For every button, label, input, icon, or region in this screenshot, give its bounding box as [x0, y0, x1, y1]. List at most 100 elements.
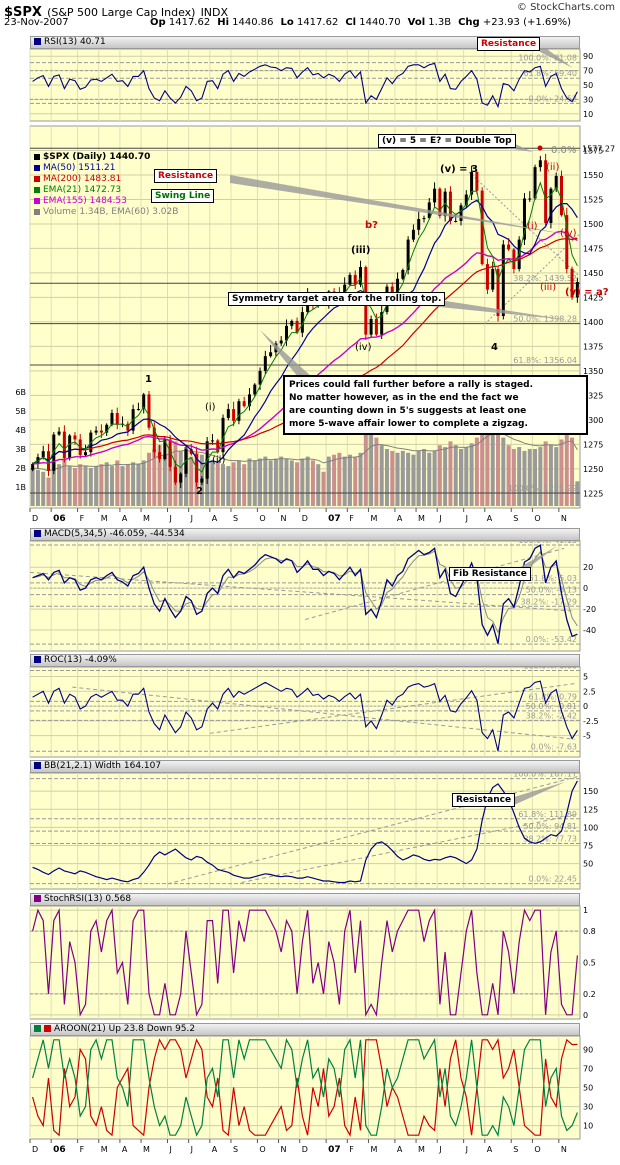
wave-label-va?: (v) = a? — [565, 287, 609, 298]
svg-text:38.2%: -2.42: 38.2%: -2.42 — [526, 711, 577, 720]
svg-text:M: M — [418, 1145, 425, 1154]
stochrsi-legend: StochRSI(13) 0.568 — [44, 894, 132, 904]
roc-legend-icon — [34, 656, 41, 663]
legend-color-icon — [34, 209, 40, 215]
panel-header-stochrsi: StochRSI(13) 0.568 — [30, 893, 580, 906]
svg-text:J: J — [465, 514, 468, 523]
svg-text:70: 70 — [583, 1064, 593, 1073]
aroon-down-legend-icon — [44, 1025, 51, 1032]
quote-field-op: Op 1417.62 — [150, 17, 211, 28]
svg-text:1500: 1500 — [583, 220, 603, 229]
svg-text:50.0%: 94.81: 50.0%: 94.81 — [523, 822, 577, 831]
rsi-legend: RSI(13) 40.71 — [44, 37, 106, 47]
svg-text:M: M — [370, 1145, 377, 1154]
svg-text:1400: 1400 — [583, 318, 603, 327]
wave-label-ii: (ii) — [212, 455, 226, 466]
svg-text:A: A — [212, 1145, 218, 1154]
svg-text:M: M — [143, 1145, 150, 1154]
wave-label-b?: b? — [365, 220, 378, 231]
svg-text:20: 20 — [583, 563, 593, 572]
svg-text:O: O — [534, 1145, 540, 1154]
bbwidth-legend: BB(21,2.1) Width 164.107 — [44, 761, 162, 771]
svg-text:38.2%: -17.29: 38.2%: -17.29 — [521, 597, 577, 606]
price-legend-5: Volume 1.34B, EMA(60) 3.02B — [34, 207, 178, 217]
svg-text:O: O — [259, 1145, 265, 1154]
svg-text:38.2%: 1439.52: 38.2%: 1439.52 — [513, 274, 577, 283]
svg-text:A: A — [487, 1145, 493, 1154]
svg-text:1: 1 — [583, 906, 588, 915]
panel-header-bbwidth: BB(21,2.1) Width 164.107 — [30, 760, 580, 773]
symbol: $SPX — [4, 5, 42, 20]
svg-text:J: J — [438, 514, 441, 523]
svg-text:A: A — [122, 1145, 128, 1154]
svg-text:O: O — [534, 514, 540, 523]
svg-text:30: 30 — [583, 1103, 593, 1112]
svg-text:F: F — [80, 514, 85, 523]
svg-text:1300: 1300 — [583, 416, 603, 425]
svg-text:N: N — [281, 1145, 287, 1154]
svg-text:0.2: 0.2 — [583, 990, 596, 999]
svg-text:61.8%: 59.40: 61.8%: 59.40 — [523, 69, 577, 78]
annotation-symmetry-target-area-for-the-rolling-top: Symmetry target area for the rolling top… — [228, 292, 446, 306]
svg-text:1350: 1350 — [583, 367, 603, 376]
svg-text:0.8: 0.8 — [583, 927, 596, 936]
svg-text:61.8%: 5.03: 61.8%: 5.03 — [529, 574, 577, 583]
svg-text:A: A — [397, 1145, 403, 1154]
svg-text:06: 06 — [53, 514, 66, 524]
svg-text:J: J — [190, 1145, 193, 1154]
svg-text:J: J — [190, 514, 193, 523]
annotation-resistance: Resistance — [154, 169, 218, 183]
legend-color-icon — [34, 165, 40, 171]
svg-text:07: 07 — [328, 1145, 341, 1155]
svg-text:S: S — [233, 514, 238, 523]
bbwidth-legend-icon — [34, 762, 41, 769]
panel-header-rsi: RSI(13) 40.71 — [30, 36, 580, 49]
price-legend-3: EMA(21) 1472.73 — [34, 185, 121, 195]
legend-color-icon — [34, 198, 40, 204]
svg-text:1B: 1B — [15, 483, 26, 492]
commentary-line: more 5-wave affair lower to complete a z… — [289, 419, 528, 429]
commentary-line: No matter however, as in the end the fac… — [289, 393, 519, 403]
commentary-note: Prices could fall further before a rally… — [283, 375, 588, 435]
wave-label-iv: (iv) — [560, 228, 577, 239]
svg-text:A: A — [212, 514, 218, 523]
svg-text:6B: 6B — [15, 388, 26, 397]
quote-field-vol: Vol 1.3B — [407, 17, 452, 28]
stochrsi-legend-icon — [34, 895, 41, 902]
svg-text:10: 10 — [583, 110, 593, 119]
svg-text:125: 125 — [583, 805, 598, 814]
svg-text:0.0%: 22.45: 0.0%: 22.45 — [529, 875, 577, 884]
svg-text:0.5: 0.5 — [583, 959, 596, 968]
annotation-v-5-e-double-top: (v) = 5 = E? = Double Top — [378, 134, 516, 148]
svg-text:S: S — [513, 1145, 518, 1154]
svg-text:S: S — [233, 1145, 238, 1154]
legend-color-icon — [34, 187, 40, 193]
svg-text:N: N — [561, 1145, 567, 1154]
svg-text:N: N — [281, 514, 287, 523]
legend-color-icon — [34, 176, 40, 182]
quote-field-chg: Chg +23.93 (+1.69%) — [458, 17, 572, 28]
svg-text:3B: 3B — [15, 445, 26, 454]
wave-label-iii: (iii) — [540, 282, 557, 293]
svg-text:-40: -40 — [583, 626, 596, 635]
stockcharts-credit-link[interactable]: © StockCharts.com — [516, 2, 615, 13]
index-name: (S&P 500 Large Cap Index) — [47, 6, 196, 19]
wave-label-4: 4 — [491, 342, 498, 353]
wave-label-iv: (iv) — [355, 342, 372, 353]
svg-text:0: 0 — [583, 702, 588, 711]
svg-text:1275: 1275 — [583, 440, 603, 449]
svg-text:0.0%: -7.63: 0.0%: -7.63 — [531, 742, 577, 751]
wave-label-v3: (v) = 3 — [440, 164, 478, 175]
svg-text:90: 90 — [583, 1045, 593, 1054]
svg-text:70: 70 — [583, 67, 593, 76]
macd-legend: MACD(5,34,5) -46.059, -44.534 — [44, 529, 185, 539]
svg-text:J: J — [465, 1145, 468, 1154]
svg-text:1575: 1575 — [583, 146, 603, 155]
svg-text:1425: 1425 — [583, 293, 603, 302]
svg-text:D: D — [32, 1145, 38, 1154]
svg-text:61.8%: 111.89: 61.8%: 111.89 — [518, 810, 577, 819]
price-legend-2: MA(200) 1483.81 — [34, 174, 121, 184]
svg-text:1325: 1325 — [583, 391, 603, 400]
